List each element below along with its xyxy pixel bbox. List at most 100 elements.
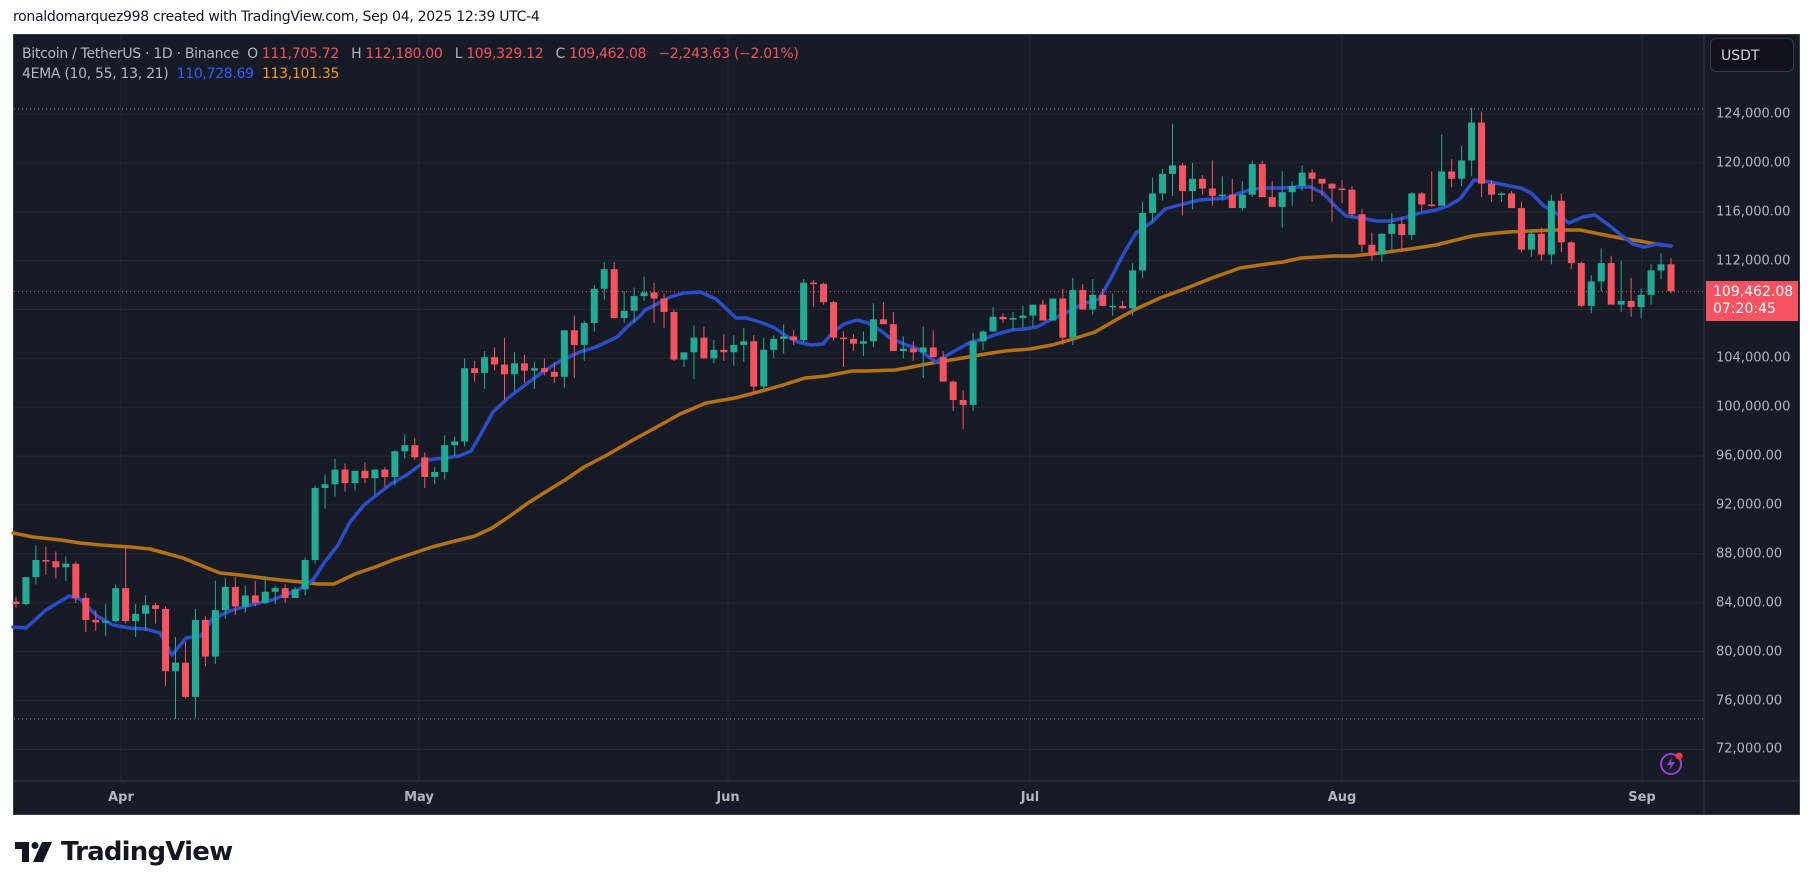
candle-body <box>630 296 638 311</box>
symbol-title[interactable]: Bitcoin / TetherUS · 1D · Binance <box>22 46 239 62</box>
candle-body <box>919 347 927 353</box>
time-tick-label: Jul <box>1020 790 1040 805</box>
candle-body <box>181 662 189 697</box>
candle-body <box>92 619 100 623</box>
candle-body <box>82 597 90 620</box>
candle-body <box>580 322 588 345</box>
candle-body <box>1119 305 1127 309</box>
candle-body <box>1358 214 1366 245</box>
candle-body <box>251 595 259 603</box>
logo-text: TradingView <box>61 837 233 867</box>
candle-body <box>1019 315 1027 319</box>
candle-body <box>949 381 957 400</box>
candle-body <box>1159 173 1167 194</box>
tradingview-logo[interactable]: TradingView <box>15 837 233 867</box>
tradingview-logo-icon <box>15 842 52 862</box>
candle-body <box>1238 194 1246 209</box>
candle-body <box>1657 264 1665 271</box>
candle-body <box>1597 263 1605 282</box>
candle-body <box>660 298 668 312</box>
candle-body <box>1617 300 1625 305</box>
candle-body <box>1478 122 1486 184</box>
candle-body <box>1547 200 1555 255</box>
candle-body <box>32 560 40 578</box>
candle-body <box>1577 263 1585 306</box>
candle-body <box>600 269 608 289</box>
candle-body <box>281 588 289 598</box>
candle-body <box>391 451 399 477</box>
last-price-value: 109,462.08 <box>1713 284 1794 300</box>
candle-body <box>1029 304 1037 316</box>
price-tick-label: 80,000.00 <box>1716 644 1783 660</box>
candle-body <box>810 282 818 285</box>
candle-body <box>1198 178 1206 189</box>
currency-button[interactable]: USDT <box>1710 38 1794 72</box>
candle-body <box>431 472 439 477</box>
candle-body <box>1139 212 1147 271</box>
candle-body <box>1079 289 1087 310</box>
candle-body <box>1527 233 1535 250</box>
candle-body <box>1458 160 1466 179</box>
candle-body <box>640 292 648 297</box>
candle-body <box>1418 193 1426 205</box>
candle-body <box>740 341 748 345</box>
candle-body <box>1378 233 1386 255</box>
candle-body <box>570 330 578 345</box>
candle-body <box>959 399 967 405</box>
candle-body <box>162 608 170 672</box>
lightning-alert-icon[interactable] <box>1659 750 1685 776</box>
candle-body <box>441 445 449 473</box>
candle-body <box>1637 294 1645 308</box>
candle-body <box>899 348 907 352</box>
time-tick-label: Apr <box>108 790 134 805</box>
candle-body <box>1488 183 1496 195</box>
indicator-row: 4EMA (10, 55, 13, 21) 110,728.69 113,101… <box>22 64 803 84</box>
candle-body <box>211 610 219 657</box>
time-tick-label: May <box>404 790 434 805</box>
candle-body <box>560 330 568 377</box>
candle-body <box>1498 193 1506 195</box>
candle-body <box>501 364 509 375</box>
candle-body <box>540 368 548 372</box>
chart-legend: Bitcoin / TetherUS · 1D · Binance O 111,7… <box>22 44 803 84</box>
indicator-title[interactable]: 4EMA (10, 55, 13, 21) <box>22 66 169 82</box>
candle-body <box>102 621 110 623</box>
candle-body <box>760 349 768 387</box>
candle-body <box>191 619 199 697</box>
ema-slow-value: 113,101.35 <box>261 66 340 82</box>
candle-body <box>969 341 977 405</box>
candle-body <box>471 368 479 374</box>
candle-body <box>361 470 369 479</box>
candle-body <box>1089 294 1097 310</box>
candle-body <box>1517 208 1525 250</box>
price-tick-label: 112,000.00 <box>1716 253 1791 269</box>
chart-panel[interactable] <box>13 34 1800 815</box>
candle-body <box>401 445 409 452</box>
candle-body <box>929 347 937 358</box>
candle-body <box>889 324 897 352</box>
candle-body <box>1587 281 1595 306</box>
candle-body <box>491 357 499 365</box>
price-tick-label: 104,000.00 <box>1716 350 1791 366</box>
ohlc-row: Bitcoin / TetherUS · 1D · Binance O 111,7… <box>22 44 803 64</box>
time-tick-label: Jun <box>716 790 740 805</box>
candle-body <box>999 316 1007 320</box>
candle-body <box>720 349 728 353</box>
price-tick-label: 120,000.00 <box>1716 155 1791 171</box>
candle-body <box>301 560 309 590</box>
candle-body <box>859 341 867 344</box>
candle-body <box>1149 193 1157 213</box>
candle-body <box>830 302 838 338</box>
candle-body <box>1129 270 1137 309</box>
close-value: C 109,462.08 <box>555 46 647 62</box>
candle-body <box>1268 197 1276 207</box>
price-tick-label: 76,000.00 <box>1716 693 1783 709</box>
candle-body <box>1667 264 1675 292</box>
candle-body <box>1069 289 1077 338</box>
candle-body <box>650 292 658 299</box>
candle-body <box>1288 186 1296 193</box>
candle-body <box>1208 188 1216 196</box>
candle-body <box>939 357 947 382</box>
candle-body <box>1248 164 1256 195</box>
